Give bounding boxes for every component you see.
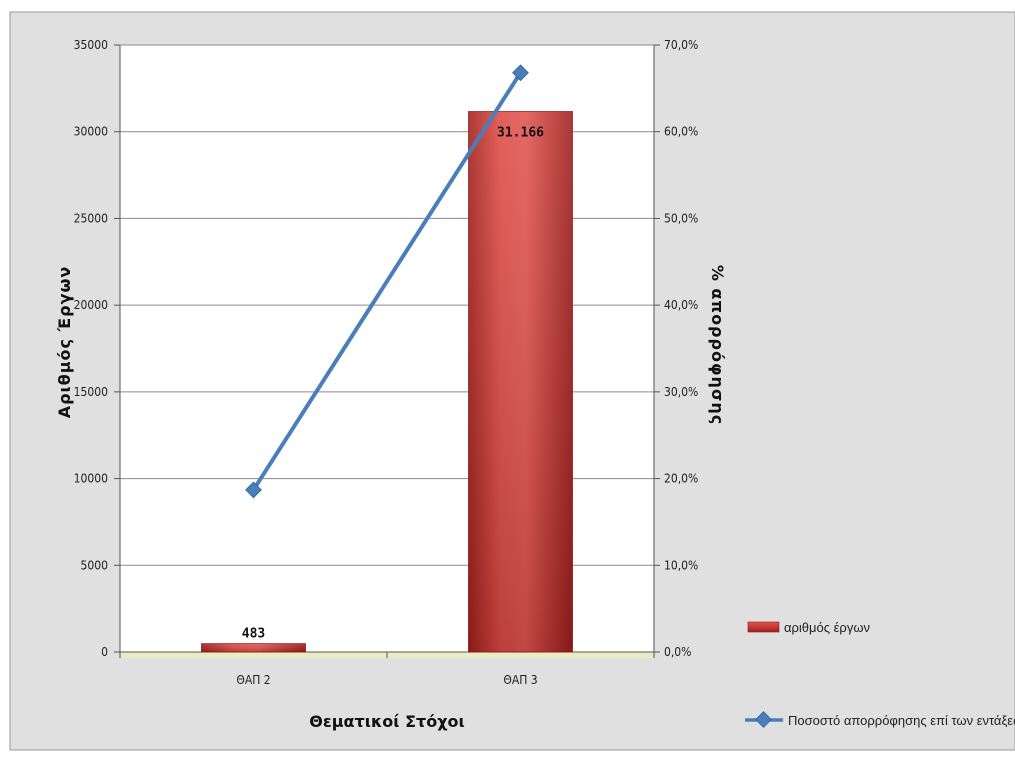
legend-label-bar: αριθμός έργων [784,620,870,635]
y2-tick-label: 30,0% [664,385,698,399]
y2-tick-label: 20,0% [664,472,698,486]
y2-tick-label: 10,0% [664,558,698,572]
bar-data-label: 31.166 [497,125,544,140]
y-tick-label: 5000 [81,558,109,572]
x-tick-label: ΘΑΠ 3 [503,673,537,687]
x-axis-title: Θεματικοί Στόχοι [309,712,465,731]
line-point [512,64,529,82]
bar-shade [201,643,306,652]
y-tick-label: 30000 [74,125,108,139]
bar-series [201,111,573,653]
legend-label-line: Ποσοστό απορρόφησης επί των εντάξεω [788,713,1015,728]
legend-swatch-marker [755,711,772,728]
y-tick-label: 35000 [74,38,108,52]
y-tick-label: 25000 [74,211,108,225]
y2-tick-label: 0,0% [664,645,691,659]
y2-tick-label: 40,0% [664,298,698,312]
y-tick-label: 10000 [74,472,108,486]
y2-tick-label: 60,0% [664,125,698,139]
data-labels: 483 31.166 [242,125,544,641]
y2-tick-label: 50,0% [664,211,698,225]
y-tick-label: 15000 [74,385,108,399]
x-tick-label: ΘΑΠ 2 [236,673,270,687]
bar-shade [468,111,573,653]
plot-area [120,45,654,653]
y2-axis-title: % απορρόφησης [708,265,727,425]
legend: αριθμός έργων Ποσοστό απορρόφησης επί τω… [745,620,1015,728]
y-axis-title: Αριθμός Έργων [55,266,74,419]
y2-tick-label: 70,0% [664,38,698,52]
legend-swatch-bar [747,621,780,633]
line-point [245,481,262,499]
y-tick-label: 20000 [74,298,108,312]
line-series-path [251,71,523,491]
y-tick-label: 0 [101,645,108,659]
axes: 0 0,0% 5000 10,0% 10000 20,0% 15000 30,0% 20000 4… [74,38,699,687]
bar-data-label: 483 [242,627,265,642]
line-series [245,64,529,499]
